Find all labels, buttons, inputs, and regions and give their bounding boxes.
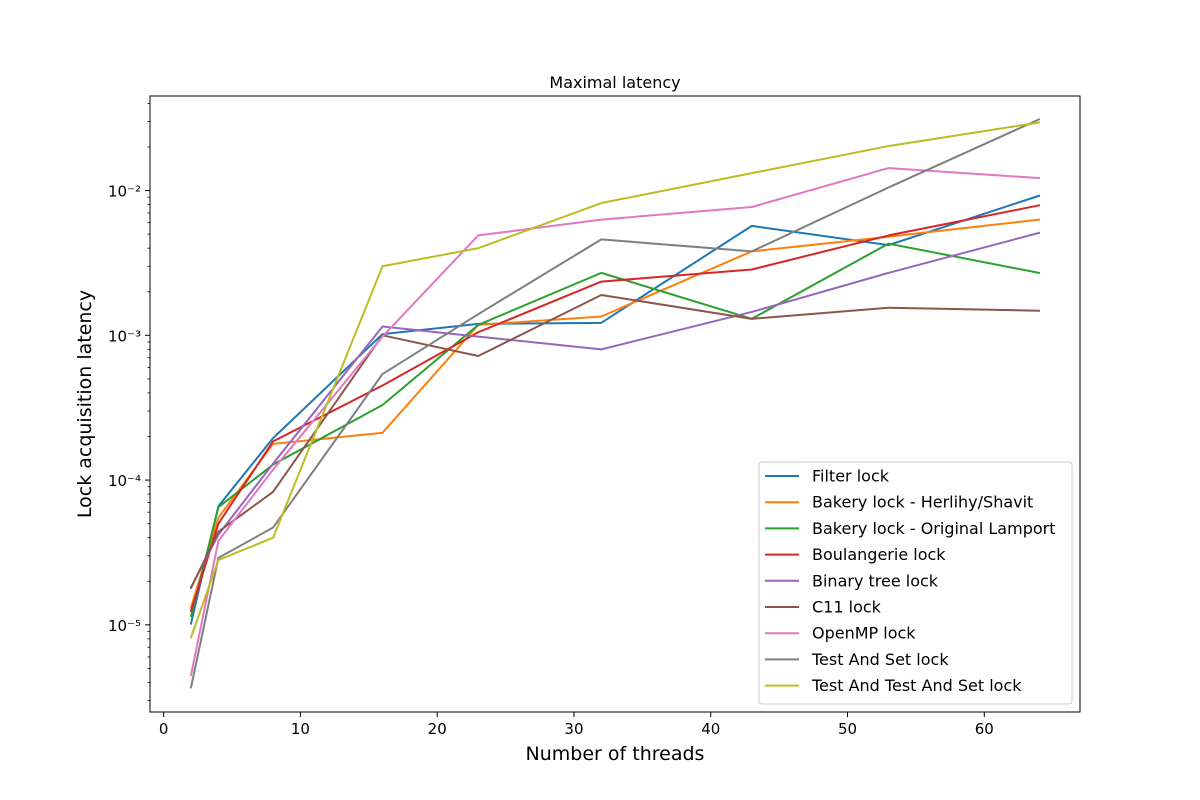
legend-label-3: Boulangerie lock [812,545,946,564]
y-axis-title: Lock acquisition latency [74,290,96,518]
series-line-4 [189,231,1041,589]
series-group [189,118,1041,689]
y-tick-label: 10⁻³ [108,327,141,345]
legend-label-6: OpenMP lock [812,624,916,643]
legend-label-0: Filter lock [812,467,890,486]
series-line-3 [189,204,1041,613]
legend-label-7: Test And Set lock [811,650,949,669]
x-axis-title: Number of threads [526,743,705,765]
x-tick-label: 40 [701,720,720,738]
series-line-7 [189,118,1041,689]
series-line-8 [189,121,1041,639]
legend-label-8: Test And Test And Set lock [811,676,1022,695]
y-tick-label: 10⁻⁵ [108,617,141,635]
chart-title: Maximal latency [549,73,680,92]
legend-label-4: Binary tree lock [812,571,939,590]
legend-label-1: Bakery lock - Herlihy/Shavit [812,493,1033,512]
x-tick-label: 10 [291,720,310,738]
axes-frame [149,95,1081,713]
series-line-6 [189,167,1041,677]
y-tick-label: 10⁻⁴ [108,472,141,490]
x-tick-label: 60 [975,720,994,738]
x-tick-label: 50 [838,720,857,738]
x-tick-label: 20 [428,720,447,738]
legend-label-2: Bakery lock - Original Lamport [812,519,1056,538]
axes: 0 10 20 30 40 50 60 10⁻⁵ 10⁻⁴ 10⁻³ 10⁻² [108,95,1081,738]
x-tick-label: 0 [159,720,169,738]
y-tick-label: 10⁻² [108,183,141,201]
x-tick-label: 30 [564,720,583,738]
legend: Filter lock Bakery lock - Herlihy/Shavit B… [758,461,1073,705]
series-line-2 [189,242,1041,618]
legend-box [758,461,1073,705]
legend-label-5: C11 lock [812,598,882,617]
plot-area [189,118,1041,689]
